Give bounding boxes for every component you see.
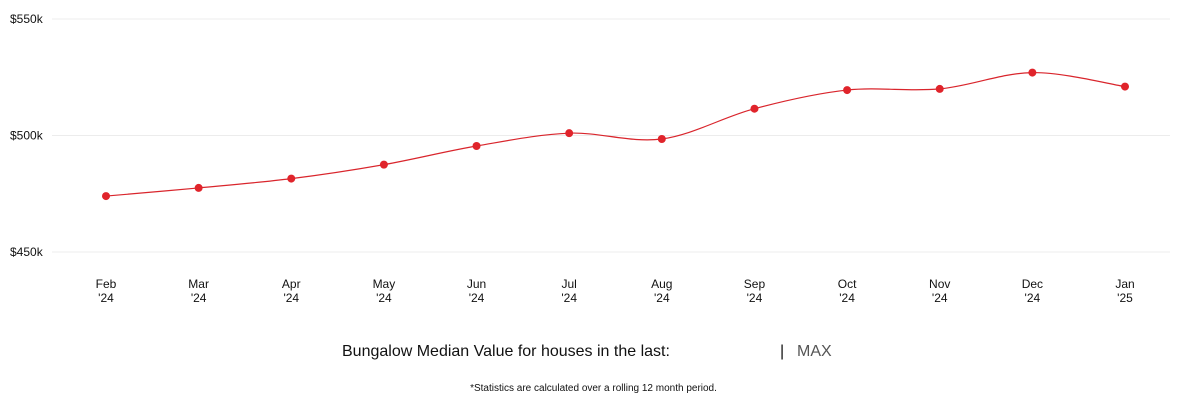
y-tick-label: $450k bbox=[10, 245, 44, 259]
y-tick-label: $500k bbox=[10, 129, 44, 143]
x-tick-label: Jan '25 bbox=[1115, 277, 1134, 305]
range-separator: | bbox=[780, 343, 785, 360]
data-point[interactable] bbox=[102, 192, 110, 201]
grid-lines bbox=[52, 18, 1170, 253]
x-tick-label: Oct '24 bbox=[838, 277, 857, 305]
y-axis-ticks: $550k $500k $450k bbox=[10, 12, 44, 259]
max-range-button[interactable]: MAX bbox=[797, 343, 832, 360]
series-line bbox=[105, 71, 1126, 197]
data-point[interactable] bbox=[1121, 82, 1129, 91]
x-tick-label: Sep '24 bbox=[744, 277, 766, 305]
data-point[interactable] bbox=[935, 84, 944, 93]
y-tick-label: $550k bbox=[10, 12, 44, 26]
x-axis-ticks: Feb '24 Mar '24 Apr '24 May '24 Jun '24 Jul '24 Aug '… bbox=[96, 277, 1135, 305]
x-tick-label: Mar '24 bbox=[188, 277, 209, 305]
data-point[interactable] bbox=[657, 134, 666, 143]
x-tick-label: Dec '24 bbox=[1022, 277, 1043, 305]
data-point[interactable] bbox=[472, 141, 481, 150]
median-value-line-chart: $550k $500k $450k Feb '24 Mar '24 Apr '24 May '24… bbox=[10, 12, 1170, 305]
x-tick-label: May '24 bbox=[373, 277, 396, 305]
x-tick-label: Apr '24 bbox=[282, 277, 301, 305]
data-point[interactable] bbox=[565, 129, 574, 138]
data-point[interactable] bbox=[843, 86, 852, 95]
x-tick-label: Aug '24 bbox=[651, 277, 672, 305]
data-point[interactable] bbox=[750, 104, 759, 113]
x-tick-label: Jul '24 bbox=[561, 277, 577, 305]
statistics-footnote: *Statistics are calculated over a rollin… bbox=[470, 383, 717, 394]
range-selector-row: Bungalow Median Value for houses in the … bbox=[0, 343, 1187, 365]
data-point[interactable] bbox=[194, 183, 203, 192]
x-tick-label: Feb '24 bbox=[96, 277, 117, 305]
data-point[interactable] bbox=[379, 160, 388, 169]
data-points bbox=[102, 68, 1129, 201]
x-tick-label: Nov '24 bbox=[929, 277, 950, 305]
data-point[interactable] bbox=[287, 174, 296, 183]
x-tick-label: Jun '24 bbox=[467, 277, 486, 305]
range-label: Bungalow Median Value for houses in the … bbox=[342, 343, 670, 360]
data-point[interactable] bbox=[1028, 68, 1037, 77]
